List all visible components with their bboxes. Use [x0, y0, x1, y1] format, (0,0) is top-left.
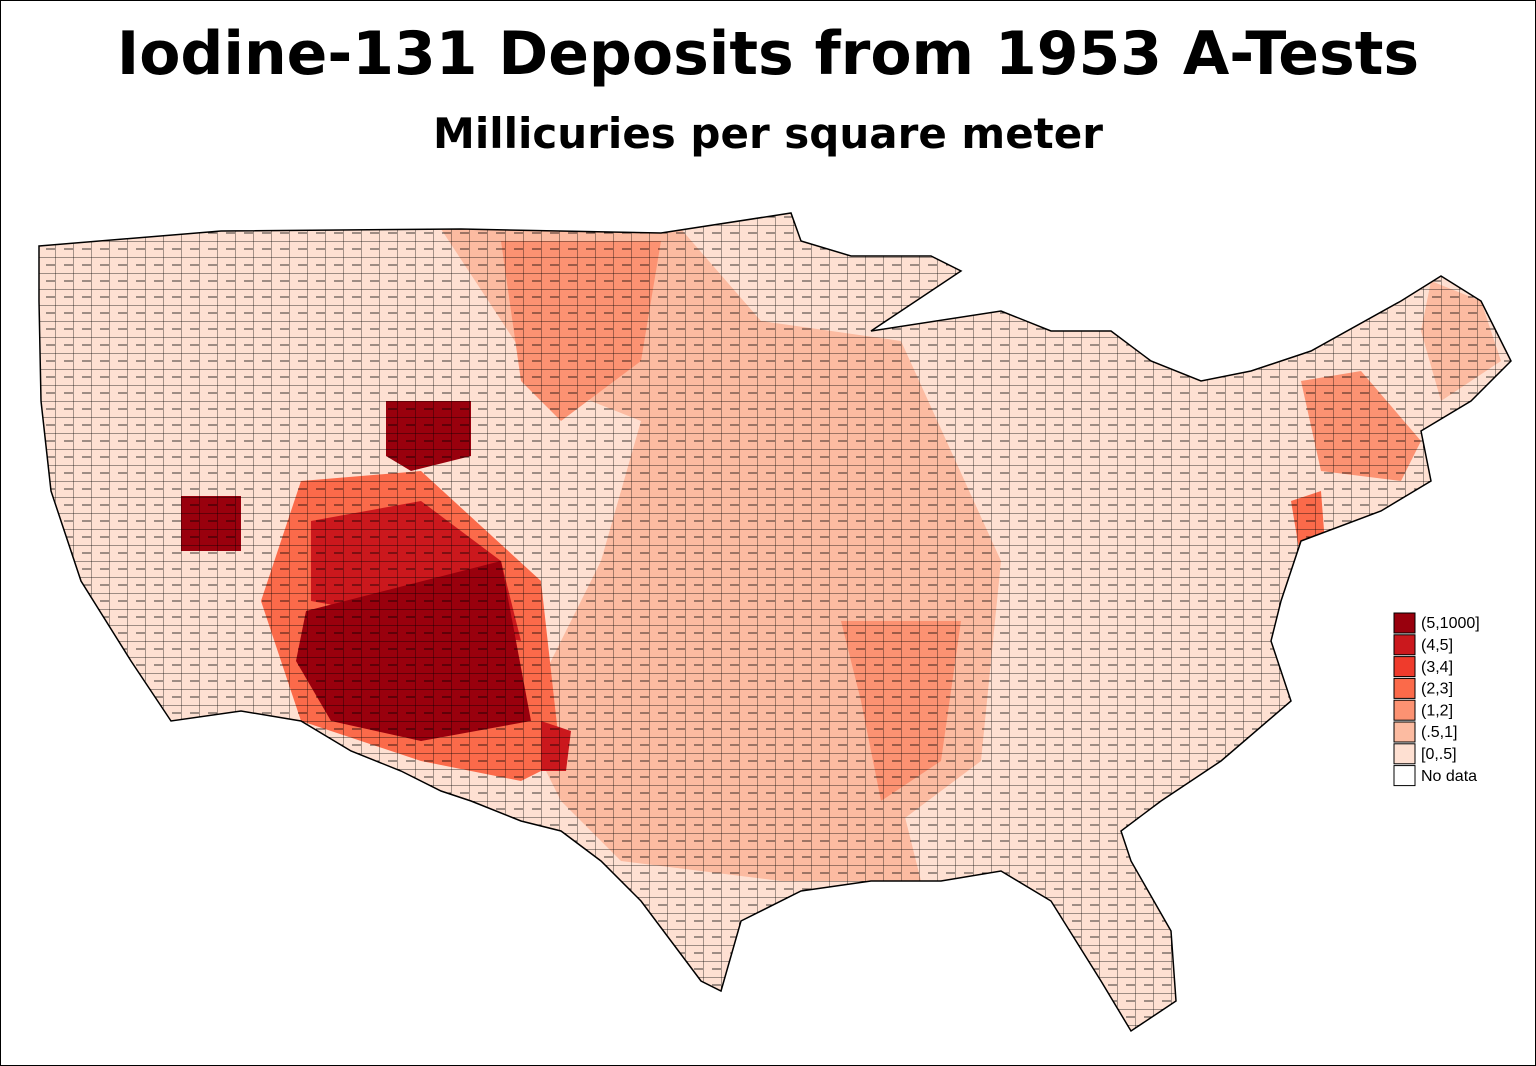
legend-swatch [1393, 612, 1416, 634]
county-borders [39, 213, 1511, 1031]
legend-swatch [1393, 765, 1416, 787]
legend-swatch [1393, 677, 1416, 699]
legend-label: (5,1000] [1421, 615, 1480, 632]
legend-swatch [1393, 721, 1416, 743]
legend-label: (.5,1] [1421, 724, 1457, 741]
legend-swatch [1393, 743, 1416, 765]
legend-swatch [1393, 634, 1416, 656]
legend-label: (1,2] [1421, 702, 1453, 719]
county-regions [39, 213, 1511, 1031]
legend-label: [0,.5] [1421, 746, 1457, 763]
legend-swatch [1393, 699, 1416, 721]
legend-label: (2,3] [1421, 681, 1453, 698]
legend: (5,1000] (4,5] (3,4] (2,3] (1,2] (.5,1] [0,.5]… [1393, 612, 1480, 787]
subtitle: Millicuries per square meter [433, 109, 1103, 158]
title: Iodine-131 Deposits from 1953 A-Tests [116, 19, 1420, 89]
us-outline [38, 212, 1512, 1033]
legend-label: (4,5] [1421, 637, 1453, 654]
legend-swatch [1393, 656, 1416, 678]
legend-label: (3,4] [1421, 659, 1453, 676]
legend-label: No data [1421, 768, 1477, 785]
